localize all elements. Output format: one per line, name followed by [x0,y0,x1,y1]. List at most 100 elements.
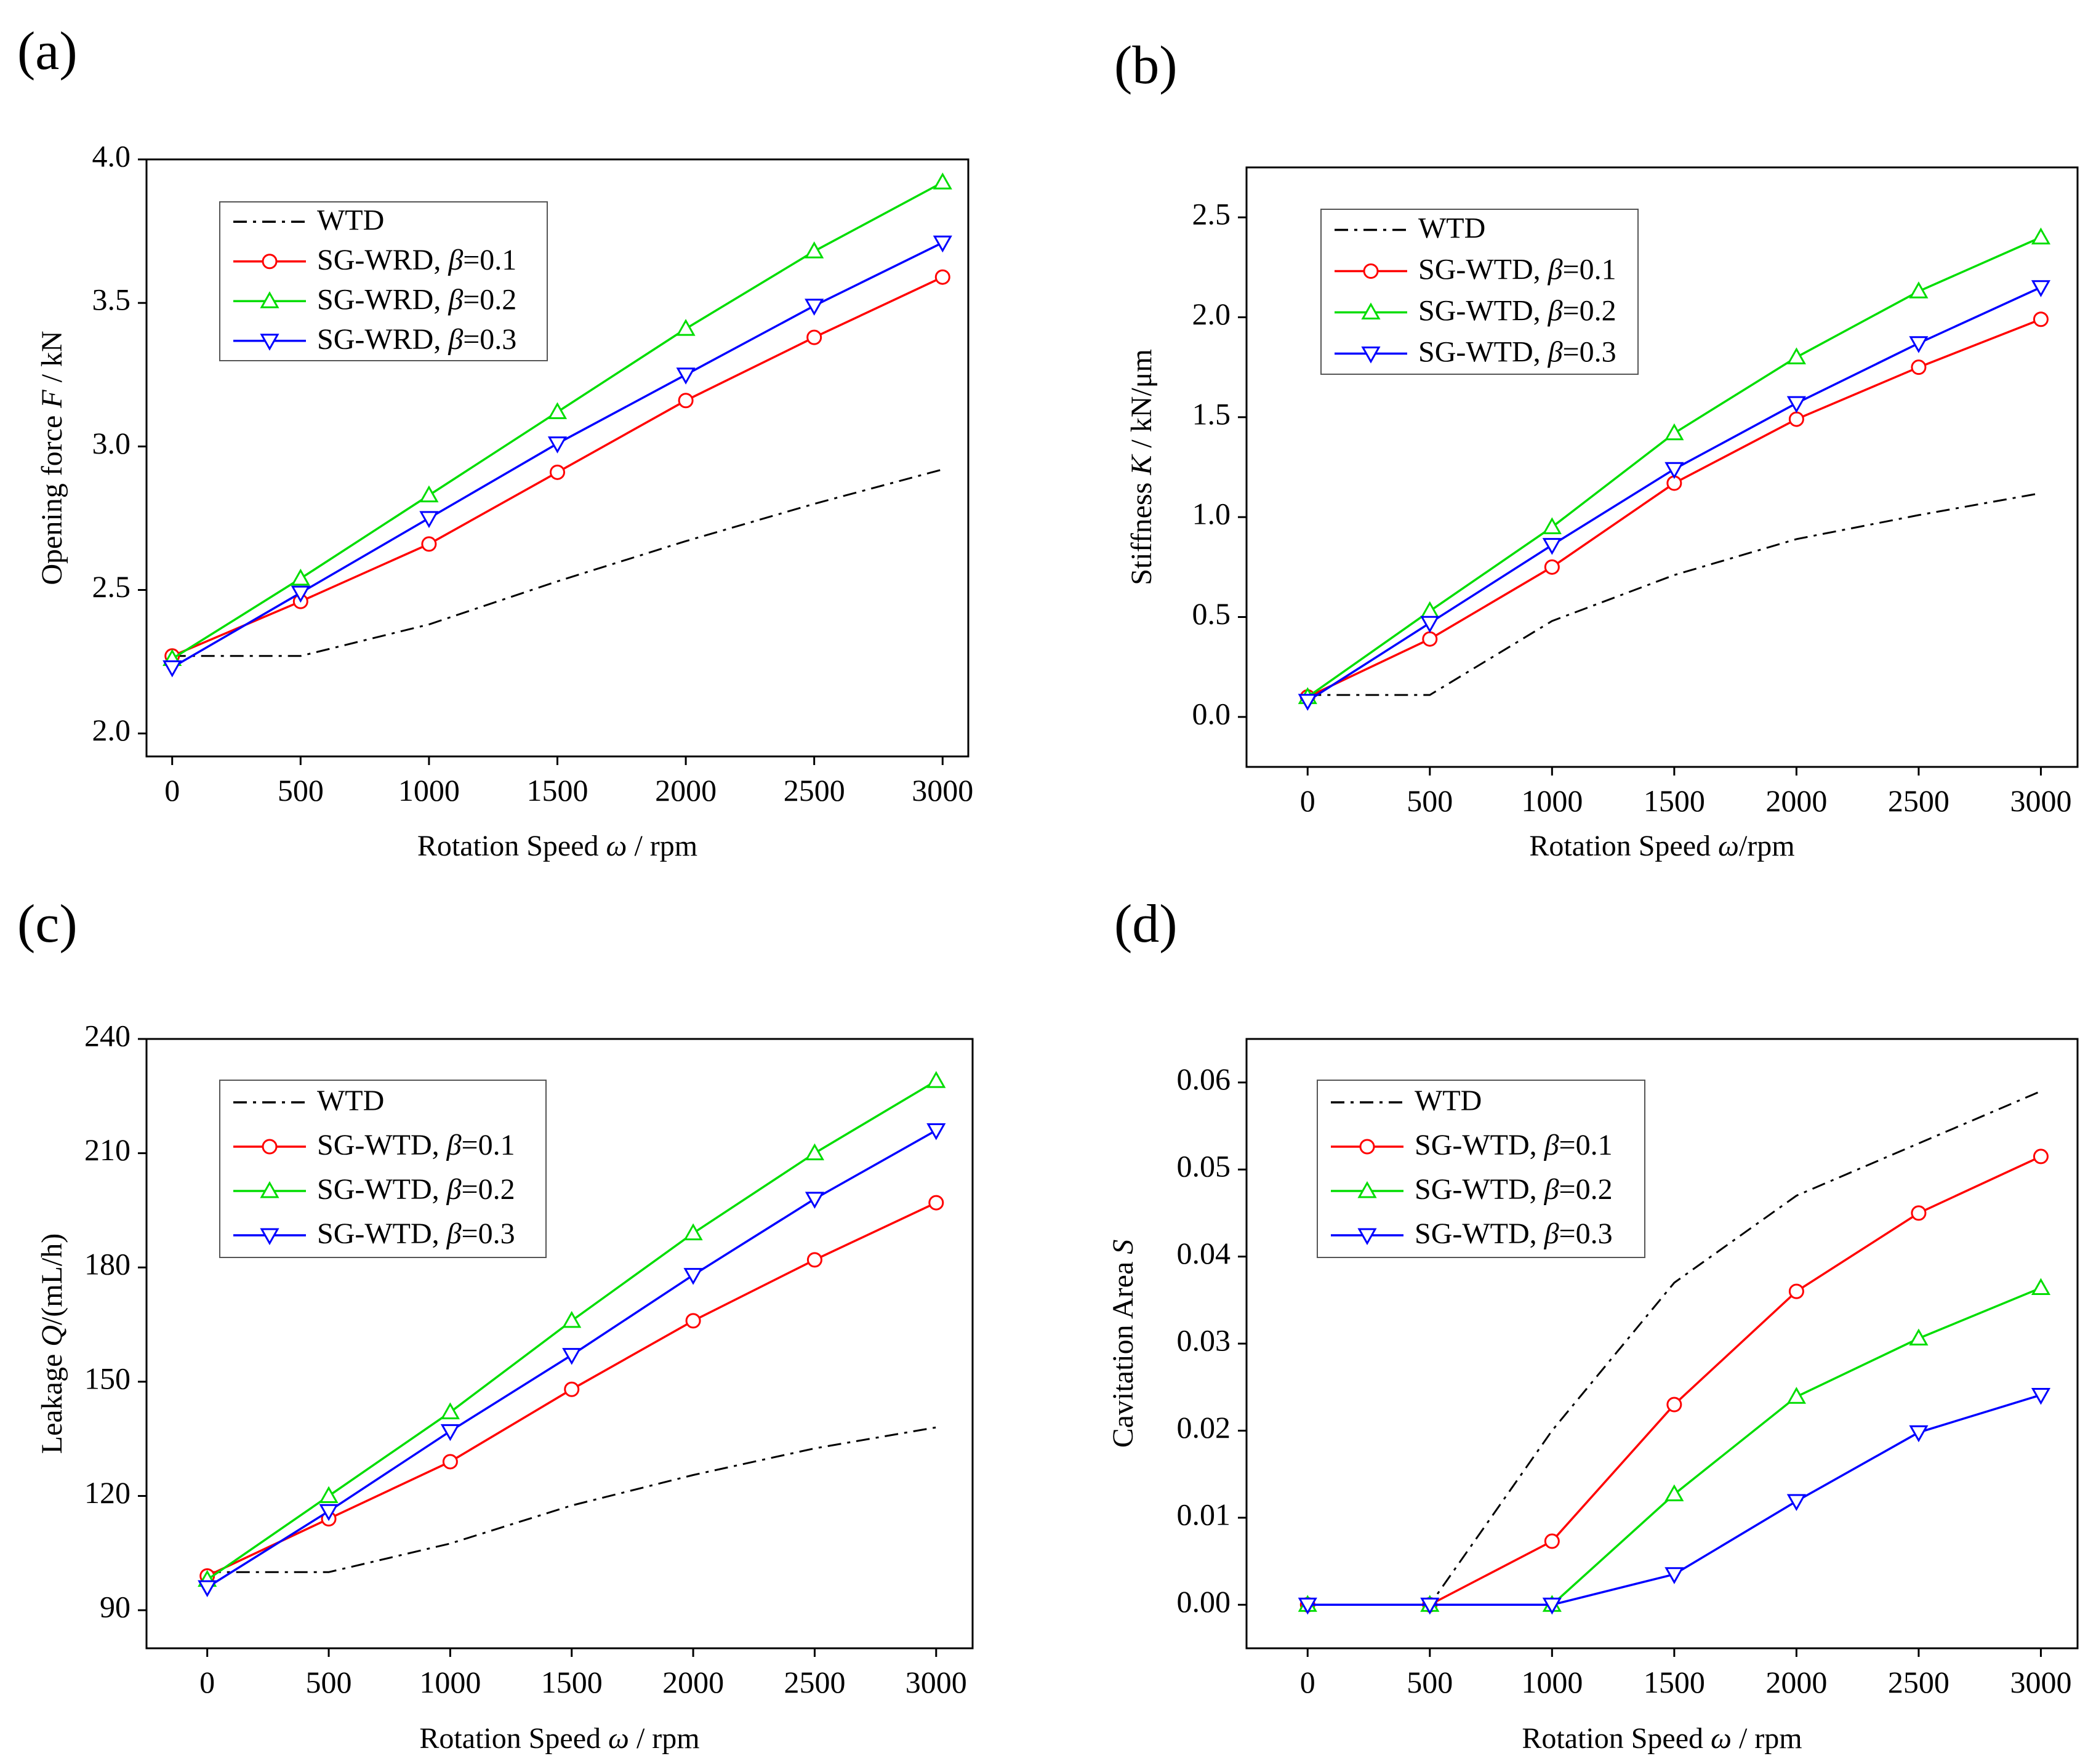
panel-c-series-beta-0-3-point [198,1580,217,1598]
panel-b-series-beta-0-2-point [1909,281,1929,299]
panel-a-y-tick-label: 2.5 [92,569,131,604]
panel-d-series-beta-0-2-line [1307,1286,2042,1606]
panel-a-series-beta-0-1-point [421,536,437,552]
panel-c-series-beta-0-3-point [440,1424,460,1441]
panel-d-legend-entry: SG-WTD, β=0.3 [1415,1217,1613,1250]
panel-a-series-beta-0-3-point [419,511,439,528]
panel-a-series-beta-0-2-point [547,402,568,419]
panel-a-y-tick-label: 3.5 [92,283,131,317]
panel-b-x-tick-label: 1000 [1521,784,1583,818]
panel-c-series-beta-0-3-point [805,1192,825,1209]
panel-b-series-beta-0-2-point [1786,347,1806,364]
panel-c-series-wtd-line [207,1426,937,1573]
panel-a-series-wtd-line [172,468,943,657]
panel-b-series-beta-0-3-point [1542,538,1562,555]
panel-b-series-beta-0-3-point [1786,396,1806,414]
panel-c-series-beta-0-3-point [926,1123,946,1141]
panel-d-series-beta-0-1-point [1544,1533,1560,1549]
panel-b-y-tick-label: 1.0 [1192,497,1231,531]
panel-b-legend-marker [1361,302,1381,319]
panel-c-legend-marker [262,1139,278,1155]
panel-b-label: (b) [1114,36,1178,95]
panel-d-x-tick-label: 1000 [1521,1665,1583,1699]
panel-d-series-beta-0-2-point [2031,1278,2051,1295]
panel-d-series-beta-0-1-point [1666,1397,1682,1413]
panel-c-series-beta-0-3-point [319,1504,339,1521]
panel-a-series-beta-0-3-point [805,299,824,316]
panel-d-series-beta-0-2-point [1664,1484,1684,1502]
panel-c-series-beta-0-2-point [562,1310,582,1328]
panel-d-series-beta-0-3-point [1420,1597,1440,1615]
panel-d-y-tick-label: 0.02 [1177,1410,1231,1445]
panel-b-legend-entry: SG-WTD, β=0.3 [1418,336,1616,369]
panel-c-y-tick-label: 180 [84,1247,130,1281]
panel-b-series-beta-0-2-point [1542,517,1562,534]
panel-b-series-beta-0-1-point [1911,359,1927,375]
panel-d-series-beta-0-2-point [1909,1328,1929,1346]
panel-c-y-tick-label: 90 [100,1590,130,1624]
panel-d-x-tick-label: 2500 [1888,1665,1949,1699]
panel-a-series-beta-0-3-point [547,436,568,454]
panel-d-x-tick-label: 3000 [2010,1665,2071,1699]
panel-a-y-tick-label: 3.0 [92,426,131,460]
panel-c-x-tick-label: 2000 [662,1665,724,1699]
panel-a-x-tick-label: 0 [164,773,180,808]
panel-a-x-tick-label: 1500 [527,773,588,808]
panel-a-series-beta-0-3-point [676,367,696,385]
panel-a-legend-entry: SG-WRD, β=0.3 [317,323,516,356]
panel-c-series-beta-0-1-point [442,1454,458,1470]
panel-b-series-beta-0-3-point [1420,615,1440,633]
panel-c-x-tick-label: 500 [306,1665,352,1699]
panel-a: (a) 0 500 1000 1500 2000 2500 3000 2.0 2.5 3.0 3.5 4… [17,22,973,862]
panel-c-series-beta-0-1-point [564,1381,580,1397]
panel-c-legend-marker [260,1228,279,1246]
panel-a-x-axis-label: Rotation Speed ω / rpm [417,830,697,862]
panel-c-series-beta-0-2-point [319,1486,339,1503]
panel-a-legend-marker [260,334,279,351]
panel-b-legend: WTD SG-WTD, β=0.1 SG-WTD, β=0.2 SG-WTD, β=0… [1320,209,1639,375]
panel-d-series-beta-0-3-point [2031,1387,2051,1405]
panel-c-series-beta-0-1-point [806,1252,822,1268]
panel-b-series-beta-0-1-point [2033,311,2049,327]
panel-b-x-tick-label: 1500 [1644,784,1705,818]
panel-b-legend-marker [1363,263,1379,279]
panel-d-y-tick-label: 0.05 [1177,1149,1231,1184]
panel-c-plot-frame [145,1038,974,1650]
panel-d-y-tick-label: 0.00 [1177,1584,1231,1619]
panel-a-series-beta-0-1-point [934,269,950,285]
panel-d-x-tick-label: 0 [1300,1665,1315,1699]
panel-b-y-tick-label: 2.5 [1192,197,1231,231]
panel-c-legend-entry: SG-WTD, β=0.3 [317,1217,515,1250]
panel-c-legend-entry: SG-WTD, β=0.1 [317,1129,515,1161]
panel-a-x-tick-label: 2000 [655,773,717,808]
panel-d-legend-marker [1359,1139,1375,1155]
panel-b-series-beta-0-3-point [1298,694,1317,711]
panel-b-series-wtd-line [1307,492,2041,696]
panel-a-series-beta-0-3-point [291,585,310,603]
panel-b-y-axis-label: Stiffness K / kN/μm [1125,349,1158,585]
panel-b-legend-entry: SG-WTD, β=0.1 [1418,254,1616,286]
panel-b-series-beta-0-1-point [1788,411,1804,427]
panel-c-y-axis-label: Leakage Q/(mL/h) [36,1233,68,1454]
panel-b-series-beta-0-1-point [1422,631,1438,647]
panel-c-legend-entry: SG-WTD, β=0.2 [317,1173,515,1206]
panel-c: (c) 0 500 1000 1500 2000 2500 3000 90 120 150 180 21… [17,894,974,1755]
panel-a-series-beta-0-3-point [163,660,182,678]
panel-c-series-beta-0-2-point [926,1071,946,1088]
panel-c-y-tick-label: 210 [84,1133,130,1167]
panel-d-series-beta-0-3-point [1909,1425,1929,1443]
panel-a-y-tick-label: 2.0 [92,713,131,747]
panel-c-x-tick-label: 0 [199,1665,215,1699]
panel-b: (b) 0 500 1000 1500 2000 2500 3000 0.0 0.5 1.0 1.5 2… [1114,36,2079,862]
panel-d-legend: WTD SG-WTD, β=0.1 SG-WTD, β=0.2 SG-WTD, β=0… [1317,1080,1645,1258]
panel-d-y-axis-label: Cavitation Area S [1107,1240,1139,1448]
panel-b-series-beta-0-2-point [1664,423,1684,441]
panel-a-label: (a) [17,22,78,81]
panel-a-legend-entry: SG-WRD, β=0.1 [317,244,516,276]
panel-b-series-beta-0-3-point [1664,462,1684,479]
panel-b-x-axis-label: Rotation Speed ω/rpm [1529,830,1794,862]
panel-a-legend-entry: SG-WRD, β=0.2 [317,283,516,316]
panel-d-legend-entry: WTD [1415,1084,1482,1117]
panel-c-y-tick-label: 240 [84,1018,130,1052]
